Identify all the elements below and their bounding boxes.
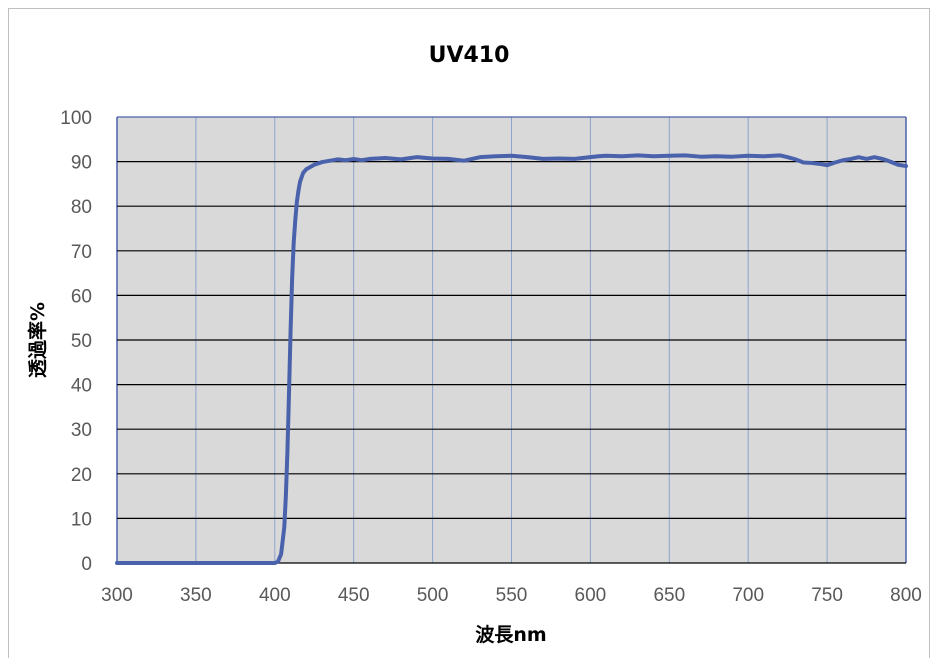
x-tick-label: 700 bbox=[732, 585, 764, 606]
y-tick-label: 40 bbox=[71, 376, 92, 397]
x-tick-labels: 300 350 400 450 500 550 600 650 700 750 800 bbox=[101, 585, 922, 606]
y-tick-label: 60 bbox=[71, 286, 92, 307]
y-tick-label: 80 bbox=[71, 197, 92, 218]
x-tick-label: 400 bbox=[259, 585, 291, 606]
x-tick-label: 350 bbox=[180, 585, 212, 606]
x-tick-label: 450 bbox=[338, 585, 370, 606]
y-tick-labels: 0 10 20 30 40 50 60 70 80 90 100 bbox=[60, 108, 92, 575]
y-tick-label: 90 bbox=[71, 153, 92, 174]
chart-title: UV410 bbox=[429, 43, 510, 68]
y-tick-label: 30 bbox=[71, 420, 92, 441]
y-tick-label: 100 bbox=[60, 108, 92, 129]
y-tick-label: 20 bbox=[71, 465, 92, 486]
x-axis-label: 波長nm bbox=[475, 623, 546, 646]
x-tick-label: 800 bbox=[890, 585, 922, 606]
x-tick-label: 550 bbox=[496, 585, 528, 606]
x-tick-label: 650 bbox=[653, 585, 685, 606]
y-tick-label: 10 bbox=[71, 509, 92, 530]
y-axis-label: 透過率% bbox=[26, 302, 49, 378]
y-tick-label: 50 bbox=[71, 331, 92, 352]
x-tick-label: 500 bbox=[417, 585, 449, 606]
y-tick-label: 0 bbox=[81, 554, 92, 575]
x-tick-label: 600 bbox=[575, 585, 607, 606]
y-tick-label: 70 bbox=[71, 242, 92, 263]
series-line bbox=[115, 153, 908, 565]
x-tick-label: 750 bbox=[811, 585, 843, 606]
x-tick-label: 300 bbox=[101, 585, 133, 606]
